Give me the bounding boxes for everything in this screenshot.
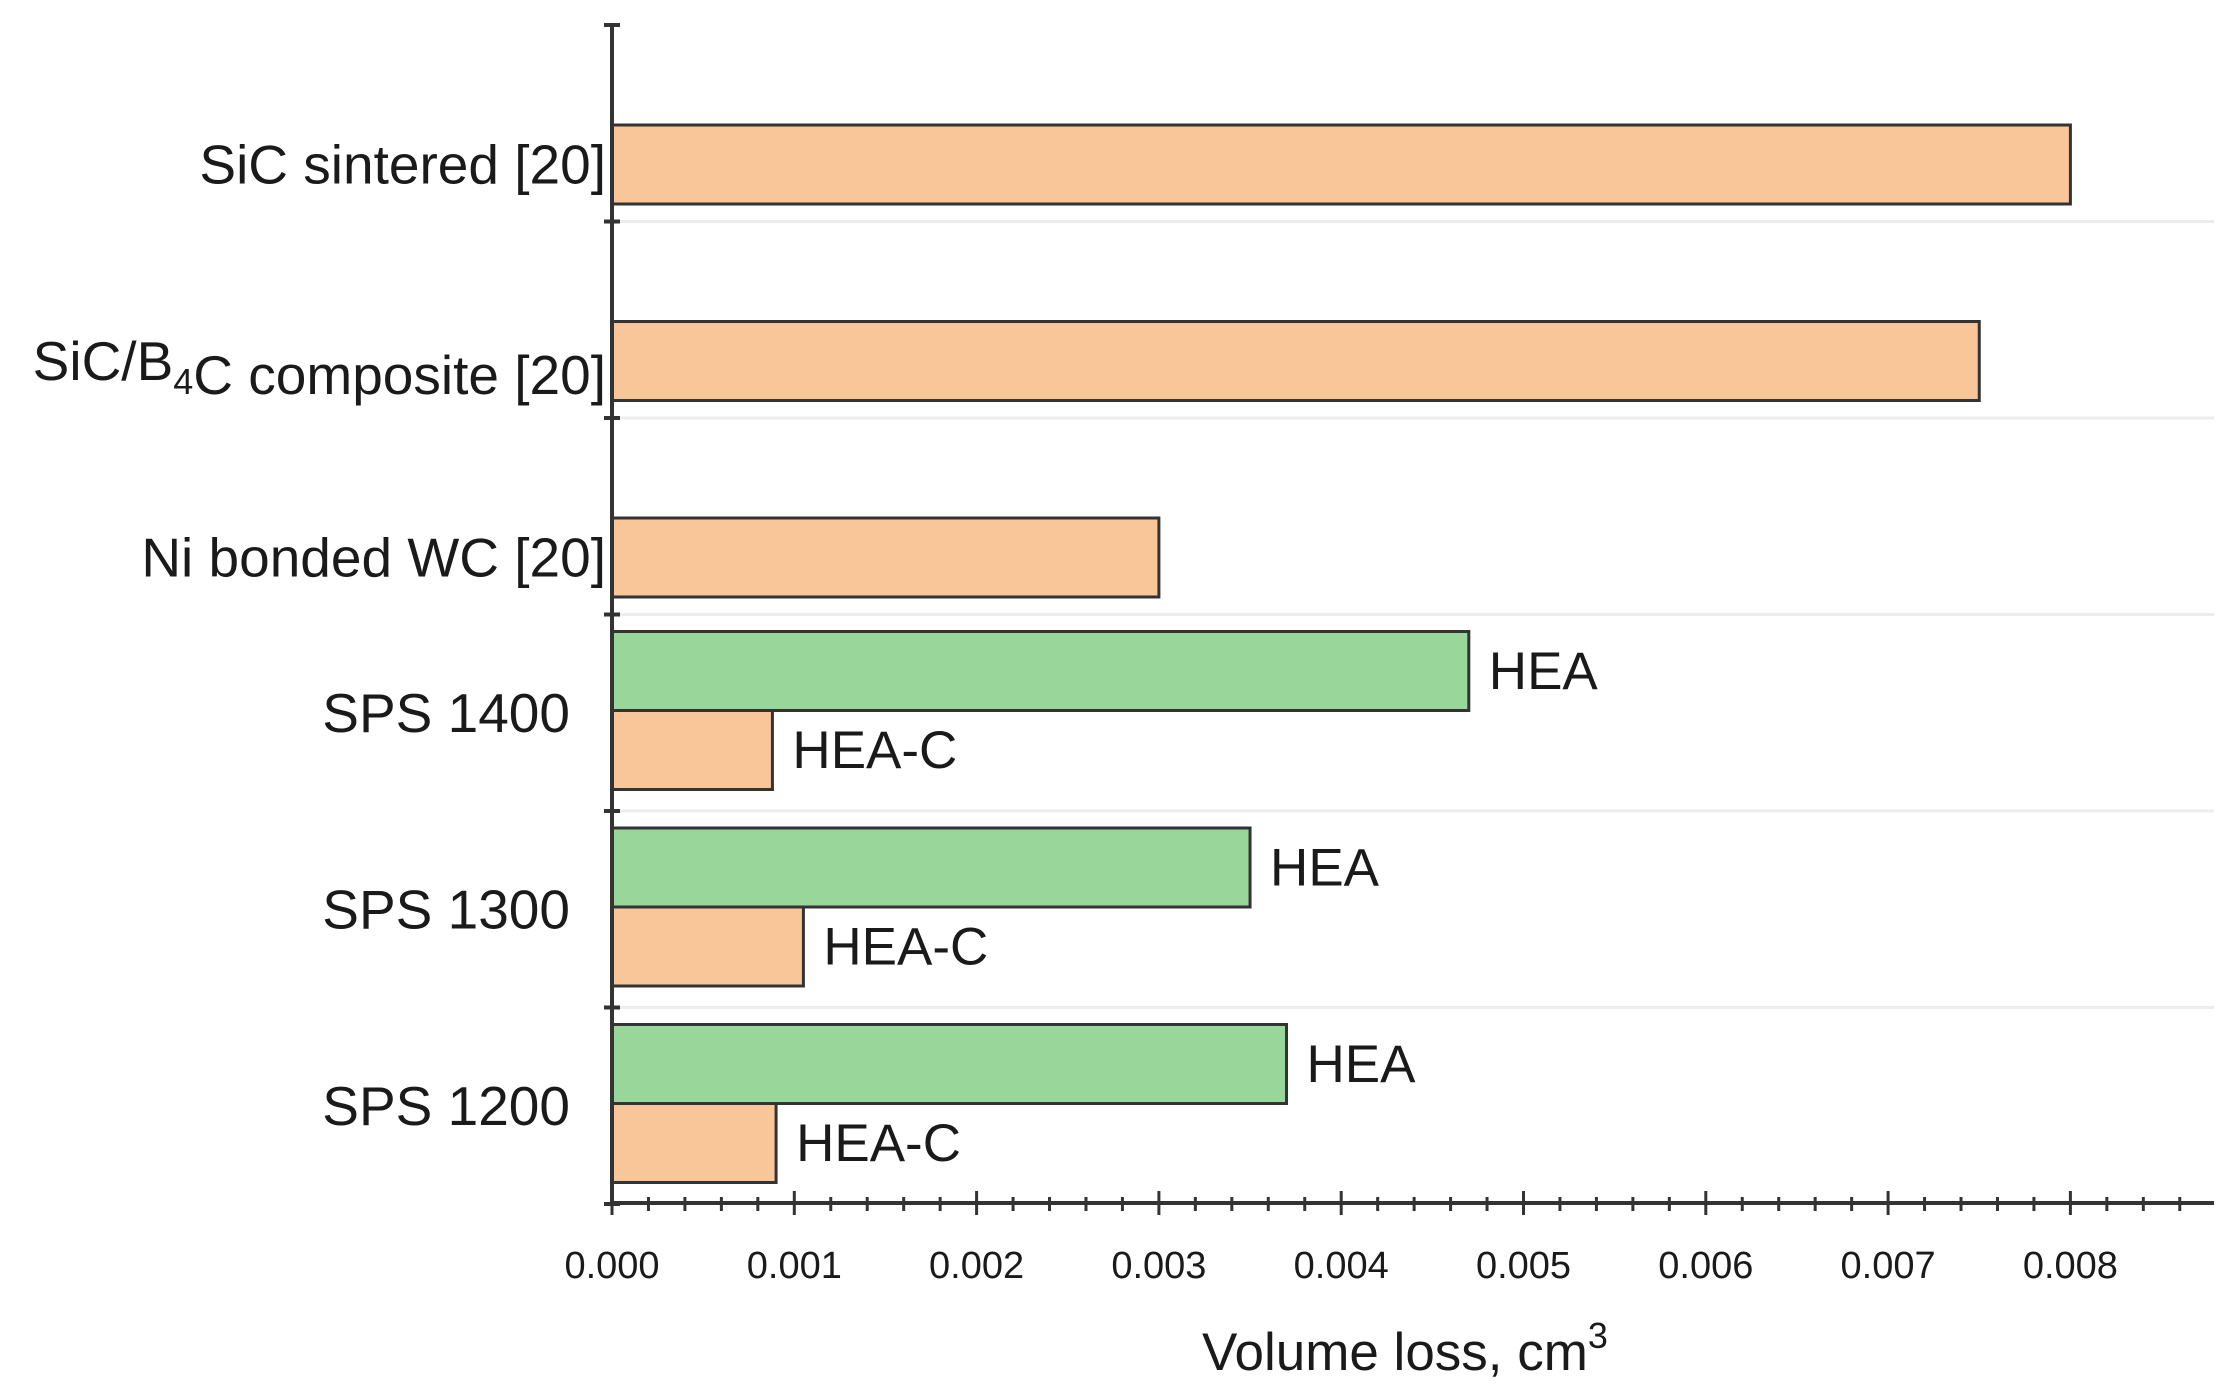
x-tick-label: 0.000 [564, 1245, 659, 1287]
x-tick-label: 0.003 [1111, 1245, 1206, 1287]
label-text: SiC sintered [20] [199, 134, 606, 196]
category-label: SiC/B4C composite [20] [33, 330, 606, 406]
x-axis-title: Volume loss, cm3 [1202, 1315, 1608, 1382]
bar-labels: HEA HEA-C HEA HEA-C HEA HEA-C [792, 642, 1598, 1173]
bar-label: HEA [1270, 839, 1380, 898]
label-subscript: 4 [173, 361, 193, 402]
bar-hea-c [610, 905, 805, 988]
category-label: Ni bonded WC [20] [141, 527, 606, 589]
bar-label: HEA [1489, 642, 1599, 701]
x-tick-label: 0.005 [1476, 1245, 1571, 1287]
bar-label: HEA-C [823, 918, 988, 977]
x-tick-label: 0.004 [1294, 1245, 1389, 1287]
bar-label: HEA-C [792, 721, 957, 780]
label-text: SPS 1200 [322, 1075, 570, 1137]
label-text: C composite [20] [193, 344, 606, 406]
x-tick-label: 0.002 [929, 1245, 1024, 1287]
bar-hea [610, 826, 1252, 909]
category-label: SPS 1300 [322, 878, 570, 940]
x-tick-label: 0.007 [1841, 1245, 1936, 1287]
category-labels: SiC sintered [20] SiC/B4C composite [20] N… [33, 134, 606, 1137]
axis-ticks: 0.000 0.001 0.002 0.003 0.004 0.005 0.006 0.007… [564, 23, 2182, 1287]
bar-label: HEA-C [796, 1114, 961, 1173]
bar-reference [610, 123, 2072, 206]
label-text: SiC/B [33, 330, 174, 392]
bars [610, 123, 2072, 1184]
x-tick-label: 0.008 [2023, 1245, 2118, 1287]
bar-hea [610, 1023, 1289, 1105]
category-label: SPS 1200 [322, 1075, 570, 1137]
grid-lines [612, 220, 2214, 1009]
bar-hea [610, 630, 1471, 712]
x-tick-label: 0.006 [1658, 1245, 1753, 1287]
label-text: SPS 1400 [322, 682, 570, 744]
label-text: SPS 1300 [322, 878, 570, 940]
x-tick-label: 0.001 [747, 1245, 842, 1287]
category-label: SiC sintered [20] [199, 134, 606, 196]
bar-hea-c [610, 1102, 778, 1184]
bar-hea-c [610, 709, 774, 791]
bar-label: HEA [1307, 1035, 1417, 1094]
bar-reference [610, 320, 1981, 402]
label-text: Ni bonded WC [20] [141, 527, 606, 589]
category-label: SPS 1400 [322, 682, 570, 744]
bar-reference [610, 516, 1161, 599]
